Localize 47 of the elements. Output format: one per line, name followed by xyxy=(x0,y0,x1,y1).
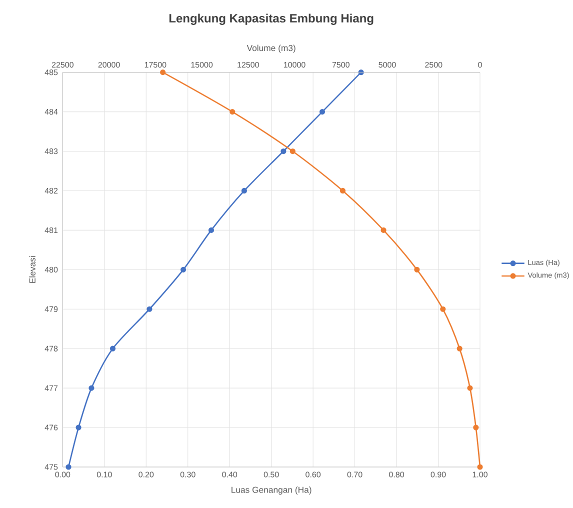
x2-tick-label: 5000 xyxy=(378,62,396,68)
x-axis-title: Luas Genangan (Ha) xyxy=(232,486,312,495)
y-axis-title: Elevasi xyxy=(29,256,36,283)
x2-tick-label: 20000 xyxy=(98,62,120,68)
y-tick-label: 480 xyxy=(44,266,58,273)
y-tick-label: 485 xyxy=(44,70,58,76)
y-tick-label: 479 xyxy=(44,306,58,312)
y-tick-label: 477 xyxy=(44,385,58,391)
y-tick-label: 483 xyxy=(44,148,58,154)
y-tick-label: 481 xyxy=(44,227,58,234)
x2-tick-label: 0 xyxy=(478,62,482,68)
x-tick-label: 0.60 xyxy=(306,472,321,478)
point xyxy=(180,266,186,272)
x2-tick-label: 17500 xyxy=(144,62,166,68)
x2-axis-title: Volume (m3) xyxy=(246,44,296,53)
point xyxy=(208,227,214,234)
y-tick-label: 484 xyxy=(44,108,58,115)
y-tick-label: 478 xyxy=(44,346,58,352)
point xyxy=(358,70,364,76)
x2-tick-label: 15000 xyxy=(191,62,213,68)
point xyxy=(110,346,116,352)
x-tick-label: 0.70 xyxy=(347,472,362,478)
x-tick-label: 0.40 xyxy=(222,472,238,478)
point xyxy=(241,188,248,194)
y-tick-label: 476 xyxy=(44,424,58,430)
x-tick-label: 1.00 xyxy=(472,472,488,478)
point xyxy=(76,424,82,430)
chart-title: Lengkung Kapasitas Embung Hiang xyxy=(169,14,374,25)
x-tick-label: 0.90 xyxy=(430,472,446,478)
y-tick-label: 482 xyxy=(44,188,58,194)
point xyxy=(146,306,152,312)
x2-tick-label: 12500 xyxy=(238,62,259,68)
x2-tick-label: 22500 xyxy=(52,62,74,68)
x2-tick-label: 2500 xyxy=(425,62,442,68)
x2-tick-label: 10000 xyxy=(284,62,306,68)
point xyxy=(319,109,326,115)
x-tick-label: 0.80 xyxy=(389,472,404,478)
x-tick-label: 0.20 xyxy=(138,472,154,478)
point xyxy=(88,385,94,391)
x-tick-label: 0.30 xyxy=(180,472,196,478)
point xyxy=(280,148,286,154)
x-tick-label: 0.00 xyxy=(55,472,70,478)
x2-tick-label: 7500 xyxy=(332,62,350,68)
x-tick-label: 0.10 xyxy=(96,472,112,478)
y-tick-label: 475 xyxy=(44,464,58,470)
point xyxy=(66,464,72,470)
x-tick-label: 0.50 xyxy=(264,472,279,478)
